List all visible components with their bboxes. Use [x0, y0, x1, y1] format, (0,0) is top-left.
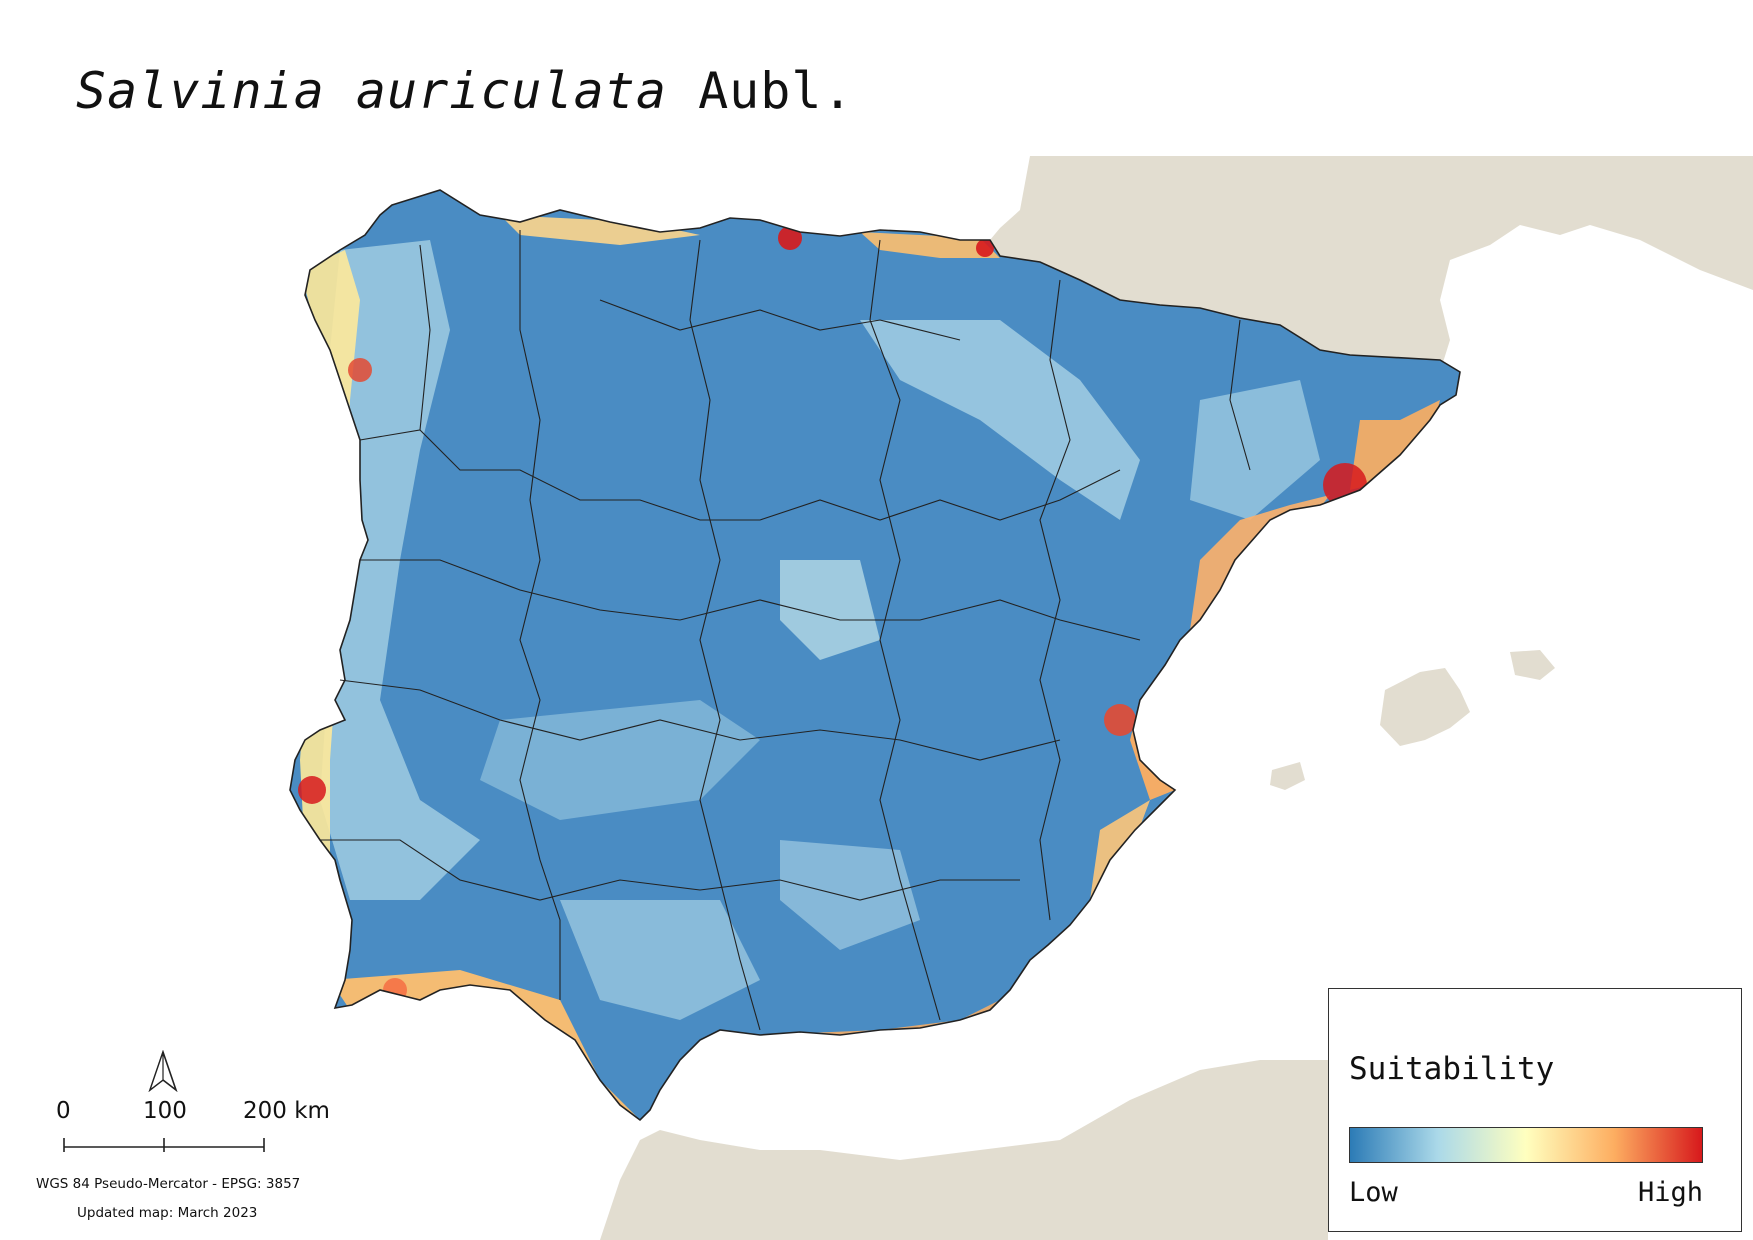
scale-label-100: 100: [143, 1098, 187, 1124]
province-borders: [320, 230, 1251, 1031]
projection-text: WGS 84 Pseudo-Mercator - EPSG: 3857: [36, 1176, 301, 1192]
legend-low-label: Low: [1349, 1177, 1398, 1208]
legend-high-label: High: [1637, 1177, 1703, 1208]
species-name: Salvinia auriculata: [76, 62, 667, 120]
scale-label-200: 200 km: [243, 1098, 330, 1124]
legend-box: Suitability Low High: [1328, 988, 1742, 1232]
species-author: Aubl.: [698, 62, 854, 120]
surrounding-land: [600, 156, 1753, 1240]
scale-bar: [63, 1138, 265, 1152]
north-arrow-icon: [148, 1050, 178, 1092]
scale-label-0: 0: [56, 1098, 71, 1124]
updated-date-text: Updated map: March 2023: [77, 1205, 258, 1221]
legend-color-ramp: [1349, 1127, 1703, 1163]
map-title: Salvinia auriculata Aubl.: [76, 62, 854, 120]
legend-title: Suitability: [1349, 1051, 1555, 1087]
